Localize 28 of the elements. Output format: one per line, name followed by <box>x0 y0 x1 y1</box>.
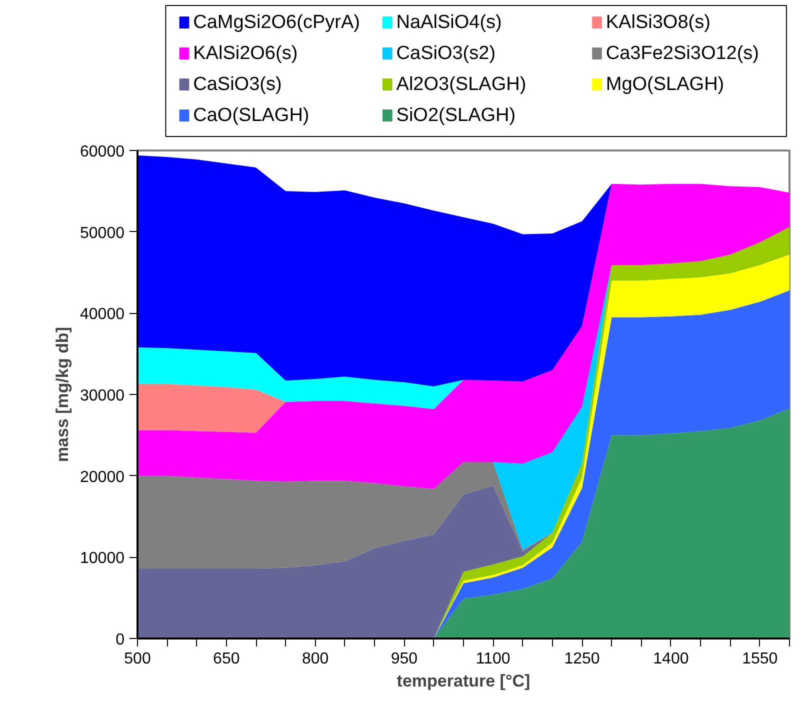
legend-label: SiO2(SLAGH) <box>396 105 516 126</box>
y-tick-label: 40000 <box>80 306 125 324</box>
legend-label: Al2O3(SLAGH) <box>396 74 526 95</box>
legend-label: Ca3Fe2Si3O12(s) <box>606 43 760 64</box>
x-tick-label: 500 <box>124 650 151 668</box>
legend-label: CaSiO3(s2) <box>396 43 496 64</box>
x-tick-label: 1550 <box>742 650 778 668</box>
x-tick-label: 650 <box>213 650 240 668</box>
y-axis-title: mass [mg/kg db] <box>53 326 72 462</box>
y-tick-label: 50000 <box>80 224 125 242</box>
legend-label: NaAlSiO4(s) <box>396 12 502 33</box>
x-tick-label: 950 <box>390 650 418 668</box>
x-tick-label: 1250 <box>564 650 600 668</box>
x-axis-title: temperature [°C] <box>396 672 530 690</box>
legend-label: KAlSi2O6(s) <box>193 43 298 64</box>
x-tick-label: 1100 <box>476 650 510 668</box>
x-tick-label: 800 <box>302 650 329 668</box>
y-tick-label: 30000 <box>80 388 125 404</box>
y-tick-label: 60000 <box>80 144 125 160</box>
legend-label: KAlSi3O8(s) <box>606 12 710 33</box>
legend-label: CaMgSi2O6(cPyrA) <box>193 12 360 33</box>
y-tick-label: 10000 <box>80 550 125 568</box>
x-tick-label: 1400 <box>653 650 689 668</box>
legend-label: MgO(SLAGH) <box>606 74 724 95</box>
y-tick-label: 20000 <box>80 468 125 486</box>
y-tick-label: 0 <box>116 632 125 648</box>
legend-label: CaO(SLAGH) <box>193 105 310 126</box>
legend-label: CaSiO3(s) <box>193 74 282 95</box>
